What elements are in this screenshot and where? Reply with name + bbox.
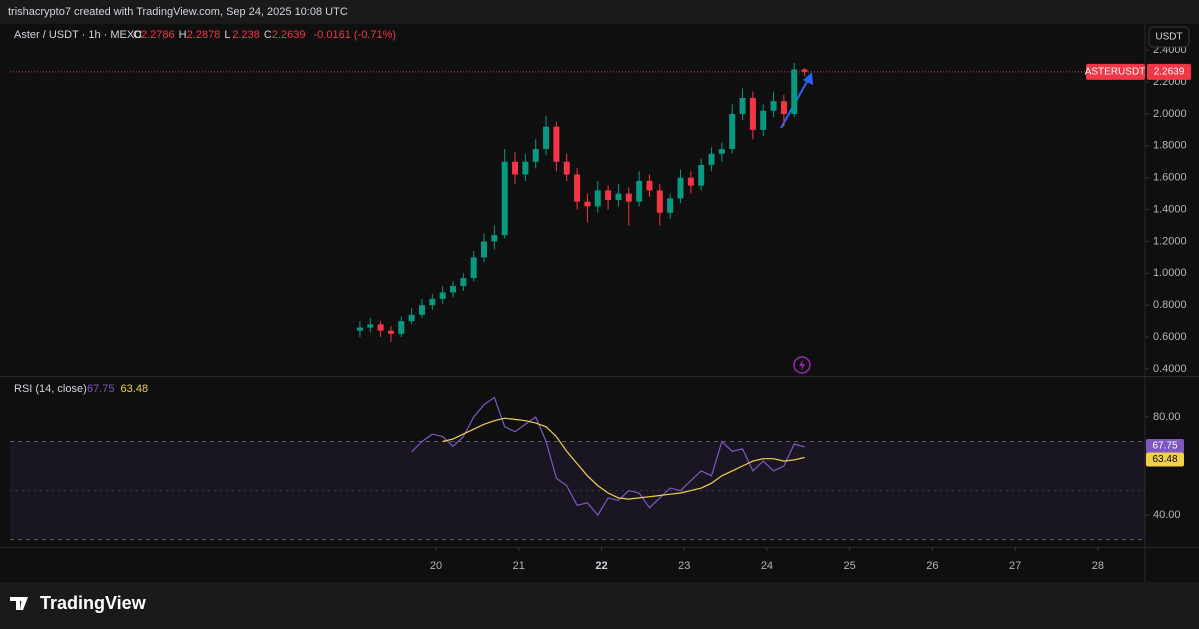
candle-body xyxy=(739,97,746,114)
ohlc-value: 2.2878 xyxy=(187,29,221,41)
candle-body xyxy=(625,193,632,202)
last-price-bg xyxy=(1147,63,1191,80)
ohlc-value: 2.238 xyxy=(232,29,260,41)
candle-body xyxy=(408,314,415,322)
candle-body xyxy=(584,201,591,207)
symbol-label: ASTERUSDT xyxy=(1085,66,1146,77)
candle-body xyxy=(460,278,467,287)
y-tick-label: 1.2000 xyxy=(1153,235,1187,247)
currency-label[interactable]: USDT xyxy=(1155,32,1182,43)
value-label-bg xyxy=(1146,452,1184,467)
candle-body xyxy=(439,292,446,299)
x-tick-label: 24 xyxy=(761,560,773,572)
candle-body xyxy=(522,161,529,175)
candle-body xyxy=(563,161,570,175)
candle-body xyxy=(780,101,787,114)
candle-body xyxy=(512,161,519,175)
attribution: trishacrypto7 created with TradingView.c… xyxy=(8,6,348,18)
candle-body xyxy=(729,113,736,149)
candle-body xyxy=(501,161,508,236)
value-label-bg xyxy=(1146,439,1184,454)
watermark: TradingView xyxy=(40,593,147,613)
candle-body xyxy=(749,97,756,130)
y-tick-label: 1.0000 xyxy=(1153,267,1187,279)
legend-value: 63.48 xyxy=(121,383,149,395)
ohlc-letter: O xyxy=(133,29,142,41)
candle-body xyxy=(698,164,705,186)
ohlc-letter: H xyxy=(179,29,187,41)
y-tick-label: 80.00 xyxy=(1153,411,1181,423)
candle-body xyxy=(491,235,498,242)
y-tick-label: 2.0000 xyxy=(1153,108,1187,120)
candle-body xyxy=(449,286,456,293)
currency-button[interactable] xyxy=(1148,26,1190,48)
x-tick-label: 26 xyxy=(926,560,938,572)
change: -0.0161 (-0.71%) xyxy=(314,29,397,41)
x-tick-label: 25 xyxy=(844,560,856,572)
candle-body xyxy=(646,180,653,191)
value-label: 67.75 xyxy=(1152,441,1177,452)
candle-body xyxy=(470,257,477,279)
y-tick-label: 0.4000 xyxy=(1153,363,1187,375)
bottom-bar xyxy=(0,582,1199,629)
candle-body xyxy=(398,321,405,334)
candle-body xyxy=(594,190,601,207)
candle-body xyxy=(687,177,694,186)
x-tick-label: 22 xyxy=(595,560,607,572)
candle-body xyxy=(636,180,643,202)
legend-value: 67.75 xyxy=(87,383,115,395)
symbol-label-bg xyxy=(1086,63,1145,80)
candle-body xyxy=(553,126,560,162)
candle-body xyxy=(677,177,684,199)
ohlc-letter: L xyxy=(224,29,230,41)
candle-body xyxy=(605,190,612,201)
candle-body xyxy=(791,69,798,114)
y-tick-label: 1.6000 xyxy=(1153,172,1187,184)
candle-body xyxy=(770,101,777,111)
y-tick-label: 1.8000 xyxy=(1153,140,1187,152)
x-tick-label: 27 xyxy=(1009,560,1021,572)
candle-body xyxy=(574,174,581,202)
rsi-line xyxy=(442,417,805,500)
candle-body xyxy=(801,69,808,72)
y-tick-label: 0.6000 xyxy=(1153,331,1187,343)
ohlc-letter: C xyxy=(264,29,272,41)
value-label: 63.48 xyxy=(1152,454,1177,465)
x-tick-label: 20 xyxy=(430,560,442,572)
candle-body xyxy=(708,153,715,165)
candle-body xyxy=(543,126,550,149)
x-tick-label: 23 xyxy=(678,560,690,572)
candle-body xyxy=(656,190,663,213)
candle-body xyxy=(377,324,384,331)
candle-body xyxy=(387,330,394,334)
rsi-line xyxy=(411,396,805,517)
y-tick-label: 1.4000 xyxy=(1153,203,1187,215)
candle-body xyxy=(418,305,425,315)
symbol-title: Aster / USDT · 1h · MEXC xyxy=(14,29,142,41)
band-fill xyxy=(10,441,1145,540)
ohlc-value: 2.2639 xyxy=(272,29,306,41)
candle-body xyxy=(532,148,539,162)
y-tick-label: 40.00 xyxy=(1153,509,1181,521)
candle-body xyxy=(481,241,488,258)
logo xyxy=(10,597,28,610)
candle-body xyxy=(667,198,674,213)
y-tick-label: 0.8000 xyxy=(1153,299,1187,311)
last-price-label: 2.2639 xyxy=(1154,66,1185,77)
candle-body xyxy=(615,193,622,201)
candle-body xyxy=(718,148,725,154)
candle-body xyxy=(356,327,363,331)
ohlc-value: 2.2786 xyxy=(141,29,175,41)
candle-body xyxy=(367,324,374,328)
top-bar xyxy=(0,0,1199,24)
rsi-title: RSI (14, close) xyxy=(14,383,87,395)
candle-body xyxy=(429,298,436,306)
x-tick-label: 21 xyxy=(513,560,525,572)
x-tick-label: 28 xyxy=(1092,560,1104,572)
event-icon xyxy=(793,356,811,374)
candle-body xyxy=(760,110,767,130)
